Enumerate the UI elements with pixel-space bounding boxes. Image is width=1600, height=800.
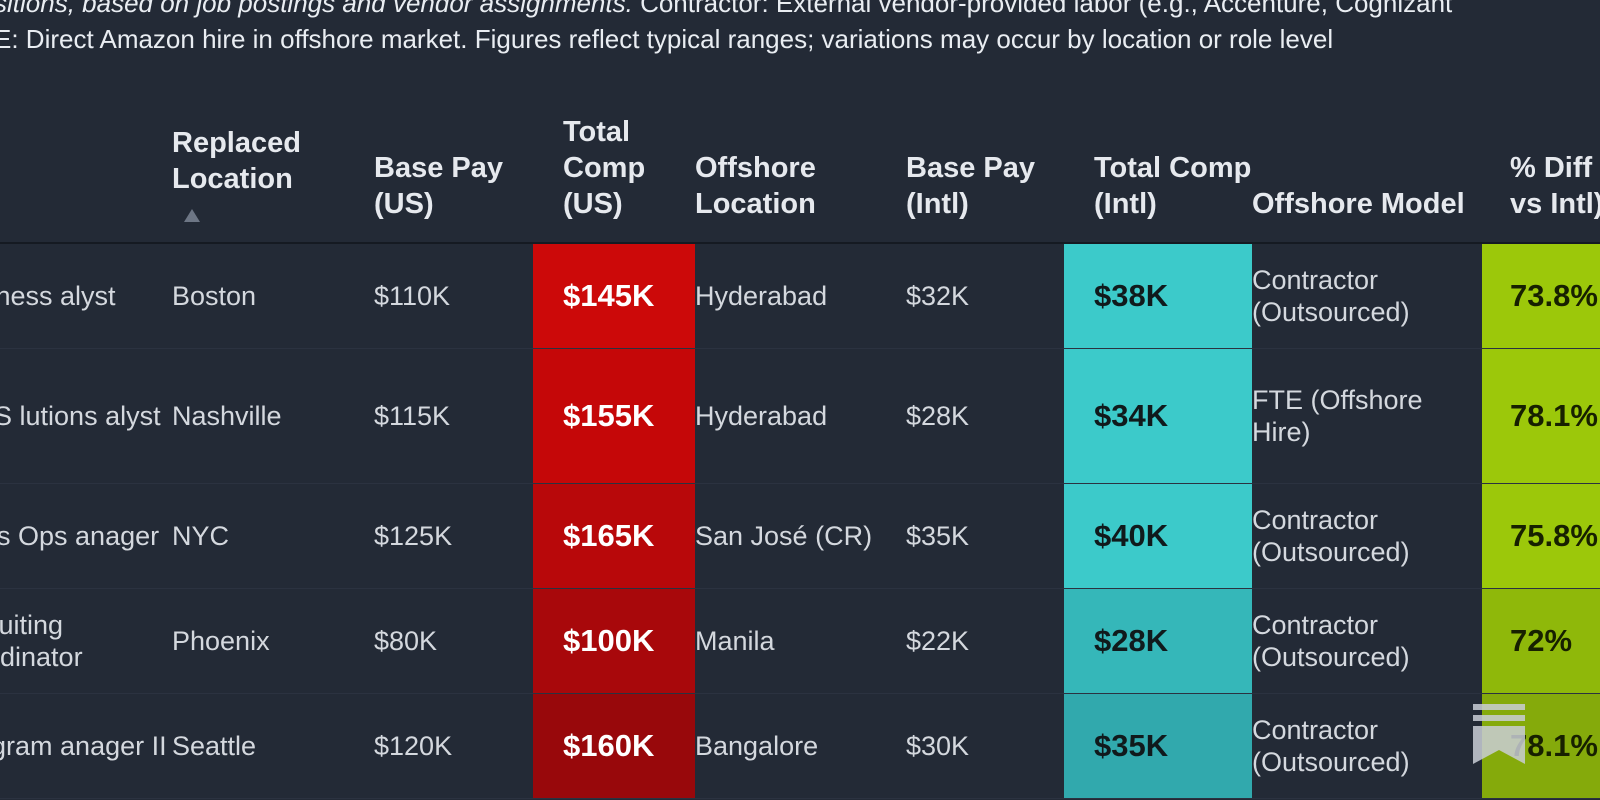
table-row: ogram anager II Seattle $120K $160K Bang… <box>0 693 1600 799</box>
cell-replaced-location: Phoenix <box>172 588 374 694</box>
cell-pct-diff: 73.8% <box>1482 243 1600 349</box>
compensation-table: le Replaced Location Base Pay (US) Total… <box>0 106 1600 799</box>
header-base-pay-us[interactable]: Base Pay (US) <box>374 106 533 244</box>
cell-total-comp-us: $165K <box>533 483 695 589</box>
footnote-line-1: sitions, based on job postings and vendo… <box>0 0 1600 18</box>
header-row: le Replaced Location Base Pay (US) Total… <box>0 106 1600 244</box>
header-role[interactable]: le <box>0 106 172 244</box>
cell-base-pay-us: $120K <box>374 693 533 799</box>
cell-role: siness alyst <box>0 243 172 349</box>
cell-role: VS lutions alyst <box>0 348 172 484</box>
cell-offshore-location: San José (CR) <box>695 483 906 589</box>
cell-role: cruiting ordinator <box>0 588 172 694</box>
cell-role: les Ops anager <box>0 483 172 589</box>
cell-pct-diff: 78.1% <box>1482 693 1600 799</box>
header-total-comp-intl-label: Total Comp (Intl) <box>1094 152 1252 220</box>
header-offshore-location-label: Offshore Location <box>695 152 816 220</box>
cell-offshore-location: Bangalore <box>695 693 906 799</box>
footnote-contractor-definition: Contractor: External vendor-provided lab… <box>632 0 1453 18</box>
cell-base-pay-intl: $22K <box>906 588 1064 694</box>
header-replaced-location-label: Replaced Location <box>172 127 301 195</box>
header-total-comp-us-label: Total Comp (US) <box>563 116 646 220</box>
cell-base-pay-intl: $35K <box>906 483 1064 589</box>
cell-base-pay-us: $115K <box>374 348 533 484</box>
cell-offshore-location: Hyderabad <box>695 243 906 349</box>
cell-base-pay-intl: $30K <box>906 693 1064 799</box>
cell-total-comp-intl: $35K <box>1064 693 1252 799</box>
sort-ascending-icon[interactable] <box>184 209 200 222</box>
cell-base-pay-us: $125K <box>374 483 533 589</box>
footnote-line-2: E: Direct Amazon hire in offshore market… <box>0 24 1334 54</box>
cell-total-comp-intl: $34K <box>1064 348 1252 484</box>
cell-total-comp-us: $100K <box>533 588 695 694</box>
cell-base-pay-us: $80K <box>374 588 533 694</box>
header-offshore-location[interactable]: Offshore Location <box>695 106 906 244</box>
cell-total-comp-us: $145K <box>533 243 695 349</box>
bookmark-logo-icon <box>1473 704 1525 764</box>
cell-offshore-location: Hyderabad <box>695 348 906 484</box>
cell-offshore-model: Contractor (Outsourced) <box>1252 588 1482 694</box>
cell-total-comp-intl: $38K <box>1064 243 1252 349</box>
cell-pct-diff: 75.8% <box>1482 483 1600 589</box>
cell-pct-diff: 78.1% <box>1482 348 1600 484</box>
cell-offshore-model: Contractor (Outsourced) <box>1252 243 1482 349</box>
cell-offshore-location: Manila <box>695 588 906 694</box>
cell-replaced-location: Seattle <box>172 693 374 799</box>
cell-role: ogram anager II <box>0 693 172 799</box>
table-row: VS lutions alyst Nashville $115K $155K H… <box>0 348 1600 484</box>
table-row: siness alyst Boston $110K $145K Hyderaba… <box>0 243 1600 349</box>
header-total-comp-intl[interactable]: Total Comp (Intl) <box>1064 106 1252 244</box>
table-row: cruiting ordinator Phoenix $80K $100K Ma… <box>0 588 1600 694</box>
cell-offshore-model: Contractor (Outsourced) <box>1252 693 1482 799</box>
header-offshore-model[interactable]: Offshore Model <box>1252 106 1482 244</box>
cell-replaced-location: NYC <box>172 483 374 589</box>
cell-base-pay-us: $110K <box>374 243 533 349</box>
header-base-pay-us-label: Base Pay (US) <box>374 152 503 220</box>
cell-base-pay-intl: $32K <box>906 243 1064 349</box>
cell-base-pay-intl: $28K <box>906 348 1064 484</box>
table-row: les Ops anager NYC $125K $165K San José … <box>0 483 1600 589</box>
cell-pct-diff: 72% <box>1482 588 1600 694</box>
header-base-pay-intl-label: Base Pay (Intl) <box>906 152 1035 220</box>
header-pct-diff-label: % Diff (US vs Intl) <box>1510 152 1600 220</box>
cell-total-comp-intl: $40K <box>1064 483 1252 589</box>
cell-replaced-location: Boston <box>172 243 374 349</box>
header-pct-diff[interactable]: % Diff (US vs Intl) <box>1482 106 1600 244</box>
cell-total-comp-intl: $28K <box>1064 588 1252 694</box>
header-base-pay-intl[interactable]: Base Pay (Intl) <box>906 106 1064 244</box>
header-replaced-location[interactable]: Replaced Location <box>172 106 374 244</box>
footnote-italic-text: sitions, based on job postings and vendo… <box>0 0 633 18</box>
cell-replaced-location: Nashville <box>172 348 374 484</box>
header-total-comp-us[interactable]: Total Comp (US) <box>533 106 695 244</box>
cell-offshore-model: FTE (Offshore Hire) <box>1252 348 1482 484</box>
cell-offshore-model: Contractor (Outsourced) <box>1252 483 1482 589</box>
cell-total-comp-us: $155K <box>533 348 695 484</box>
cell-total-comp-us: $160K <box>533 693 695 799</box>
header-offshore-model-label: Offshore Model <box>1252 188 1465 220</box>
